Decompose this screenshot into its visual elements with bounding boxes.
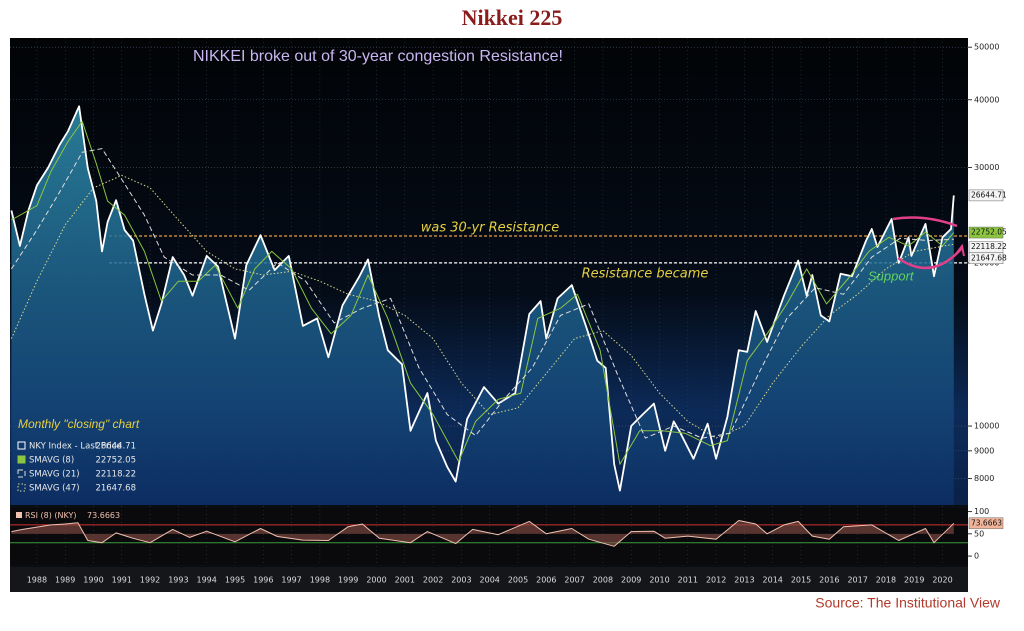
- x-tick-label: 1990: [83, 576, 103, 585]
- legend-swatch: [17, 483, 26, 492]
- last-value-label: 26644.71: [971, 190, 1007, 199]
- rsi-panel: [10, 508, 968, 565]
- y-tick-label: 40000: [974, 95, 999, 104]
- support-annotation: Support: [868, 268, 915, 283]
- x-tick-label: 1999: [338, 576, 358, 585]
- resistance-curve: [892, 216, 958, 228]
- legend-swatch: [16, 512, 22, 518]
- x-tick-label: 2013: [734, 576, 754, 585]
- x-tick-label: 2017: [847, 576, 867, 585]
- x-tick-label: 2015: [791, 576, 811, 585]
- x-tick-label: 2000: [366, 576, 386, 585]
- x-axis-strip: [10, 567, 968, 592]
- x-tick-label: 2020: [932, 576, 952, 585]
- legend-label: SMAVG (8): [29, 456, 74, 466]
- y-tick-label: 10000: [974, 422, 999, 431]
- x-tick-label: 2003: [451, 576, 471, 585]
- legend-value: 21647.68: [95, 484, 136, 494]
- x-tick-label: 2016: [819, 576, 839, 585]
- legend-value: 26644.71: [95, 442, 136, 452]
- legend-label: SMAVG (21): [29, 470, 80, 480]
- legend-label: RSI (8) (NKY): [25, 511, 77, 520]
- legend-value: 22752.05: [95, 456, 136, 466]
- legend-swatch: [17, 441, 26, 450]
- x-tick-label: 1988: [27, 576, 47, 585]
- x-tick-label: 2011: [678, 576, 698, 585]
- support-arrow: [955, 243, 965, 257]
- labels: 8000900010000200003000040000500001988198…: [16, 43, 1007, 585]
- y-tick-label: 30000: [974, 163, 999, 172]
- legend-value: 22118.22: [95, 470, 136, 480]
- legend-label: SMAVG (47): [29, 484, 80, 494]
- chart-note: Monthly "closing" chart: [18, 417, 140, 431]
- rsi-line: [11, 520, 955, 547]
- x-tick-label: 2014: [763, 576, 783, 585]
- last-value-label: 21647.68: [971, 253, 1007, 262]
- series-line: [10, 148, 954, 439]
- rsi-area: [11, 520, 954, 547]
- y-tick-label: 50: [974, 529, 984, 538]
- y-tick-label: 9000: [974, 446, 994, 455]
- legend-label: NKY Index - Last Price: [29, 442, 122, 452]
- x-tick-label: 2006: [536, 576, 556, 585]
- reference-label: was 30-yr Resistance: [421, 221, 560, 236]
- y-tick-label: 8000: [974, 474, 994, 483]
- x-tick-label: 2008: [593, 576, 613, 585]
- series-line: [10, 105, 955, 492]
- last-value-label: 22752.05: [971, 228, 1007, 237]
- reference-label: Resistance became: [582, 266, 709, 281]
- last-value-tag: [968, 252, 1004, 265]
- x-tick-label: 1989: [55, 576, 75, 585]
- x-tick-label: 2019: [904, 576, 924, 585]
- x-tick-label: 2002: [423, 576, 443, 585]
- x-tick-label: 2001: [395, 576, 415, 585]
- x-tick-label: 2007: [564, 576, 584, 585]
- x-tick-label: 2005: [508, 576, 528, 585]
- source: Source: The Institutional View: [815, 595, 1001, 611]
- y-tick-label: 50000: [974, 43, 999, 52]
- last-value-label: 22118.22: [971, 242, 1007, 251]
- marks: [10, 105, 968, 547]
- x-tick-label: 1996: [253, 576, 273, 585]
- x-tick-label: 1991: [112, 576, 132, 585]
- x-tick-label: 2012: [706, 576, 726, 585]
- last-value-label: 73.6663: [971, 518, 1002, 527]
- legend-swatch: [17, 469, 26, 478]
- legend-value: 73.6663: [87, 511, 120, 520]
- x-tick-label: 2018: [876, 576, 896, 585]
- x-tick-label: 2009: [621, 576, 641, 585]
- x-tick-label: 1992: [140, 576, 160, 585]
- x-tick-label: 1995: [225, 576, 245, 585]
- chart-title: Nikkei 225: [462, 5, 563, 30]
- legend-swatch: [17, 455, 26, 464]
- x-tick-label: 2010: [649, 576, 669, 585]
- last-value-tag: [968, 226, 1004, 239]
- x-tick-label: 2004: [480, 576, 500, 585]
- y-tick-label: 100: [974, 507, 989, 516]
- series-line: [11, 120, 955, 465]
- last-value-tag: [968, 517, 1004, 530]
- series-line: [10, 174, 954, 439]
- y-tick-label: 0: [974, 552, 979, 561]
- x-tick-label: 1997: [281, 576, 301, 585]
- last-value-tag: [968, 189, 1004, 202]
- x-tick-label: 1998: [310, 576, 330, 585]
- price-area: [11, 106, 954, 506]
- x-tick-label: 1994: [197, 576, 217, 585]
- headline-annotation: NIKKEI broke out of 30-year congestion R…: [193, 48, 563, 65]
- x-tick-label: 1993: [168, 576, 188, 585]
